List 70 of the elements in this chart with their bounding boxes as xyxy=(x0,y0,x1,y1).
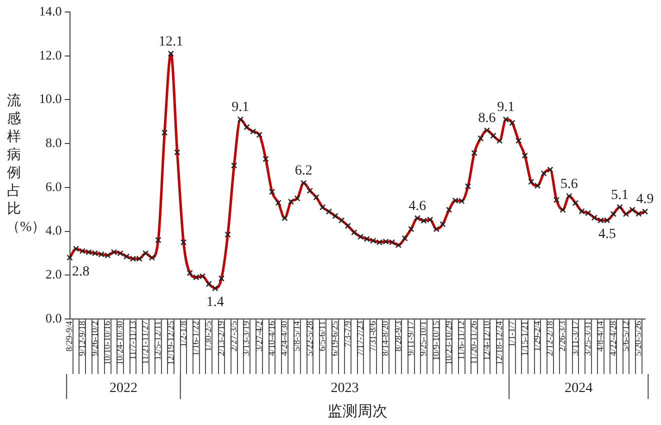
data-label: 12.1 xyxy=(158,34,184,50)
x-tick-label: 2/26-3/3 xyxy=(557,320,568,352)
y-tick-label: 0.0 xyxy=(46,310,62,326)
data-label: 4.5 xyxy=(598,226,616,242)
x-tick-label: 11/6-11/12 xyxy=(456,321,466,360)
x-tick-label: 12/19-12/25 xyxy=(165,320,176,365)
data-label: 5.1 xyxy=(610,188,628,203)
x-tick-label: 12/18-12/24 xyxy=(494,320,504,365)
x-tick-label: 4/22-4/28 xyxy=(608,320,618,356)
x-tick-label: 2/27-3/5 xyxy=(228,320,238,352)
x-tick-label: 10/24-10/30 xyxy=(114,320,125,365)
x-tick-label: 1/15-1/21 xyxy=(519,321,530,356)
x-tick-label: 11/7-11/13 xyxy=(127,320,138,360)
data-label: 9.1 xyxy=(232,100,250,116)
x-tick-label: 7/31-8/6 xyxy=(368,320,378,352)
x-tick-label: 2/12-2/18 xyxy=(544,320,555,356)
text: 2022 xyxy=(109,381,138,396)
text: 2023 xyxy=(330,381,359,396)
text: 2024 xyxy=(564,381,593,396)
x-axis-title: 监测周次 xyxy=(327,402,388,420)
x-tick-label: 5/22-5/28 xyxy=(304,320,314,356)
x-tick-label: 1/30-2/5 xyxy=(203,320,214,352)
data-label: 6.2 xyxy=(294,164,312,179)
data-label: 1.4 xyxy=(206,294,224,310)
x-tick-label: 10/23-10/29 xyxy=(443,320,454,365)
x-tick-label: 3/25-3/31 xyxy=(582,321,592,356)
data-label: 4.6 xyxy=(408,198,426,214)
x-tick-label: 10/10-10/16 xyxy=(102,320,112,365)
y-tick-label: 2.0 xyxy=(46,266,62,282)
x-tick-label: 11/20-11/26 xyxy=(468,320,479,364)
x-tick-label: 4/24-4/30 xyxy=(279,320,290,356)
y-tick-label: 12.0 xyxy=(39,47,62,62)
x-tick-label: 6/19-6/25 xyxy=(330,320,340,356)
data-label: 8.6 xyxy=(478,111,496,126)
y-tick-label: 8.0 xyxy=(46,134,62,150)
data-label: 9.1 xyxy=(497,100,515,116)
x-tick-label: 4/10-4/16 xyxy=(266,320,276,356)
x-tick-label: 6/5-6/11 xyxy=(316,321,327,352)
y-tick-label: 10.0 xyxy=(39,91,62,106)
data-label: 4.9 xyxy=(636,192,654,208)
x-tick-label: 5/8-5/14 xyxy=(292,320,302,352)
x-tick-label: 8/29-9/4 xyxy=(64,320,74,352)
x-tick-label: 5/6-5/12 xyxy=(620,321,630,352)
x-tick-label: 3/13-3/19 xyxy=(241,320,252,356)
x-tick-label: 9/12-9/18 xyxy=(76,320,87,356)
x-tick-label: 1/1-1/7 xyxy=(506,320,517,347)
x-tick-label: 8/14-8/20 xyxy=(380,320,390,356)
x-tick-label: 1/29-2/4 xyxy=(532,320,542,352)
x-tick-label: 2/13-2/19 xyxy=(216,320,226,356)
x-tick-label: 7/17-7/23 xyxy=(354,320,365,356)
x-tick-label: 8/28-9/3 xyxy=(392,320,403,352)
x-tick-label: 7/3-7/9 xyxy=(342,320,352,347)
data-label: 5.6 xyxy=(560,176,578,192)
x-tick-label: 9/25-10/1 xyxy=(418,321,428,356)
x-tick-label: 1/16-1/22 xyxy=(190,321,201,356)
y-tick-label: 4.0 xyxy=(46,222,62,238)
x-tick-label: 1/2-1/8 xyxy=(178,320,188,347)
x-tick-label: 3/27-4/2 xyxy=(254,321,264,352)
x-tick-label: 12/4-12/10 xyxy=(481,320,492,360)
data-label: 2.8 xyxy=(72,264,90,280)
x-tick-label: 9/26-10/2 xyxy=(89,321,100,356)
x-tick-label: 9/11-9/17 xyxy=(405,320,416,356)
x-tick-label: 12/5-12/11 xyxy=(152,321,163,360)
x-tick-label: 10/9-10/15 xyxy=(430,320,441,360)
x-tick-label: 3/11-3/17 xyxy=(570,320,580,356)
x-tick-label: 5/20-5/26 xyxy=(633,320,644,356)
y-tick-label: 6.0 xyxy=(46,178,62,194)
y-tick-label: 14.0 xyxy=(39,3,62,18)
x-tick-label: 11/21-11/27 xyxy=(140,320,150,364)
x-tick-label: 4/8-4/14 xyxy=(595,320,606,352)
